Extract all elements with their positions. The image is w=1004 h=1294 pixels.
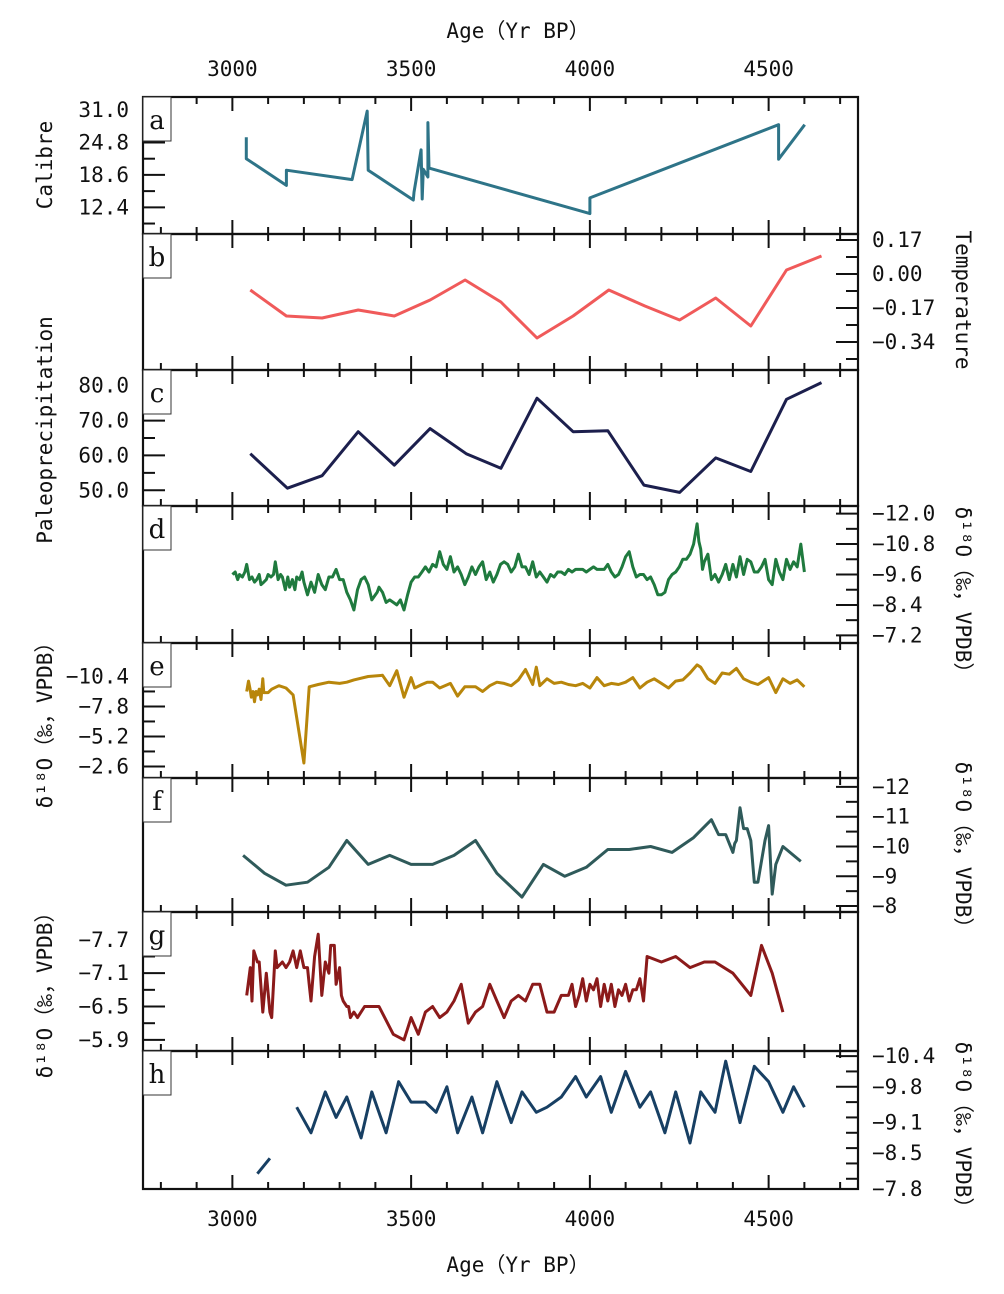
panel-frame-h bbox=[141, 1049, 860, 1191]
y-tick-label-c: 80.0 bbox=[78, 374, 129, 398]
series-line-g bbox=[245, 932, 785, 1042]
top-x-tick-label: 3500 bbox=[386, 57, 437, 81]
top-x-axis-title: Age（Yr BP） bbox=[446, 19, 589, 43]
y-tick-label-f: −8 bbox=[872, 894, 897, 918]
y-tick-label-a: 24.8 bbox=[78, 130, 129, 154]
y-tick-label-e: −10.4 bbox=[66, 664, 129, 688]
y-axis-title-d: δ¹⁸O（‰，VPDB） bbox=[951, 507, 975, 684]
panel-frame-d bbox=[141, 504, 860, 645]
panel-frame-c bbox=[141, 368, 860, 508]
series-line-h bbox=[295, 1059, 806, 1145]
panel-letter-g: g bbox=[149, 921, 166, 951]
panel-b: −0.34 −0.17 0.00 0.17 b bbox=[141, 228, 935, 372]
panel-letter-box bbox=[142, 233, 172, 279]
y-tick-label-e: −7.8 bbox=[78, 694, 129, 718]
panel-f: −12 −11 −10 −9 −8 f bbox=[141, 775, 910, 918]
y-axis-title-c: Paleoprecipitation bbox=[33, 316, 57, 544]
y-tick-label-a: 18.6 bbox=[78, 163, 129, 187]
y-tick-label-e: −2.6 bbox=[78, 754, 129, 778]
panel-letter-f: f bbox=[152, 787, 164, 817]
y-tick-label-c: 60.0 bbox=[78, 443, 129, 467]
y-axis-title-e: δ¹⁸O（‰，VPDB） bbox=[33, 632, 57, 809]
series-line-b bbox=[249, 254, 823, 340]
bottom-x-tick-label: 3500 bbox=[386, 1207, 437, 1231]
bottom-x-tick-label: 4000 bbox=[565, 1207, 616, 1231]
series-line-h bbox=[256, 1157, 272, 1175]
series-line-d bbox=[231, 522, 806, 612]
bottom-x-axis-title: Age（Yr BP） bbox=[446, 1253, 589, 1277]
panel-h: −10.4 −9.8 −9.1 −8.5 −7.8 h bbox=[141, 1044, 935, 1201]
y-axis-title-g: δ¹⁸O（‰，VPDB） bbox=[33, 902, 57, 1079]
panel-e: −10.4 −7.8 −5.2 −2.6 e bbox=[66, 641, 860, 780]
series-line-e bbox=[245, 663, 806, 765]
y-tick-label-a: 31.0 bbox=[78, 98, 129, 122]
panel-letter-b: b bbox=[149, 243, 166, 273]
y-tick-label-f: −12 bbox=[872, 775, 910, 799]
panel-g: −7.7 −7.1 −6.5 −5.9 g bbox=[78, 910, 860, 1053]
y-tick-label-h: −9.1 bbox=[872, 1111, 923, 1135]
panel-frame-a bbox=[141, 95, 860, 236]
series-line-a bbox=[244, 109, 806, 216]
panel-letter-box bbox=[142, 1050, 172, 1096]
panel-letter-box bbox=[142, 96, 172, 142]
panel-letter-a: a bbox=[149, 106, 165, 136]
y-tick-label-d: −7.2 bbox=[872, 623, 923, 647]
y-axis-title-b: Temperature bbox=[951, 230, 975, 369]
y-tick-label-b: −0.17 bbox=[872, 296, 935, 320]
y-tick-label-d: −8.4 bbox=[872, 593, 923, 617]
panel-letter-e: e bbox=[149, 652, 164, 682]
y-tick-label-a: 12.4 bbox=[78, 195, 129, 219]
y-tick-label-c: 70.0 bbox=[78, 409, 129, 433]
y-tick-label-g: −6.5 bbox=[78, 995, 129, 1019]
panel-letter-box bbox=[142, 642, 172, 688]
series-line-f bbox=[242, 806, 802, 899]
panel-letter-box bbox=[142, 911, 172, 957]
panel-a: 12.4 18.6 24.8 31.0 a bbox=[78, 95, 860, 236]
y-tick-label-g: −7.7 bbox=[78, 928, 129, 952]
top-x-tick-label: 4000 bbox=[565, 57, 616, 81]
y-tick-label-h: −9.8 bbox=[872, 1075, 923, 1099]
panel-frame-e bbox=[141, 641, 860, 780]
top-x-tick-label: 4500 bbox=[743, 57, 794, 81]
y-tick-label-b: −0.34 bbox=[872, 330, 935, 354]
panel-d: −12.0 −10.8 −9.6 −8.4 −7.2 d bbox=[141, 502, 935, 647]
bottom-x-tick-label: 3000 bbox=[207, 1207, 258, 1231]
panel-letter-box bbox=[142, 369, 172, 415]
y-axis-title-a: Calibre bbox=[33, 121, 57, 210]
y-axis-title-f: δ¹⁸O（‰，VPDB） bbox=[951, 762, 975, 939]
top-x-tick-label: 3000 bbox=[207, 57, 258, 81]
y-axis-title-h: δ¹⁸O（‰，VPDB） bbox=[951, 1042, 975, 1219]
y-tick-label-d: −12.0 bbox=[872, 502, 935, 526]
y-tick-label-h: −8.5 bbox=[872, 1141, 923, 1165]
y-tick-label-f: −9 bbox=[872, 864, 897, 888]
y-tick-label-d: −9.6 bbox=[872, 563, 923, 587]
bottom-x-tick-label: 4500 bbox=[743, 1207, 794, 1231]
panels-group: 12.4 18.6 24.8 31.0 a −0.34 −0.17 0.00 0.17 b 50.0… bbox=[66, 95, 935, 1201]
panel-letter-box bbox=[142, 505, 172, 551]
y-tick-label-f: −10 bbox=[872, 834, 910, 858]
y-tick-label-e: −5.2 bbox=[78, 724, 129, 748]
panel-letter-d: d bbox=[149, 515, 166, 545]
y-tick-label-f: −11 bbox=[872, 805, 910, 829]
panel-letter-box bbox=[142, 777, 172, 823]
y-tick-label-c: 50.0 bbox=[78, 478, 129, 502]
panel-letter-c: c bbox=[150, 379, 165, 409]
y-tick-label-h: −7.8 bbox=[872, 1177, 923, 1201]
y-tick-label-b: 0.00 bbox=[872, 262, 923, 286]
y-tick-label-d: −10.8 bbox=[872, 532, 935, 556]
y-tick-label-h: −10.4 bbox=[872, 1044, 935, 1068]
y-tick-label-g: −7.1 bbox=[78, 961, 129, 985]
panel-letter-h: h bbox=[149, 1060, 166, 1090]
y-tick-label-g: −5.9 bbox=[78, 1028, 129, 1052]
panel-c: 50.0 60.0 70.0 80.0 c bbox=[78, 368, 860, 508]
y-tick-label-b: 0.17 bbox=[872, 228, 923, 252]
series-line-c bbox=[249, 381, 823, 494]
